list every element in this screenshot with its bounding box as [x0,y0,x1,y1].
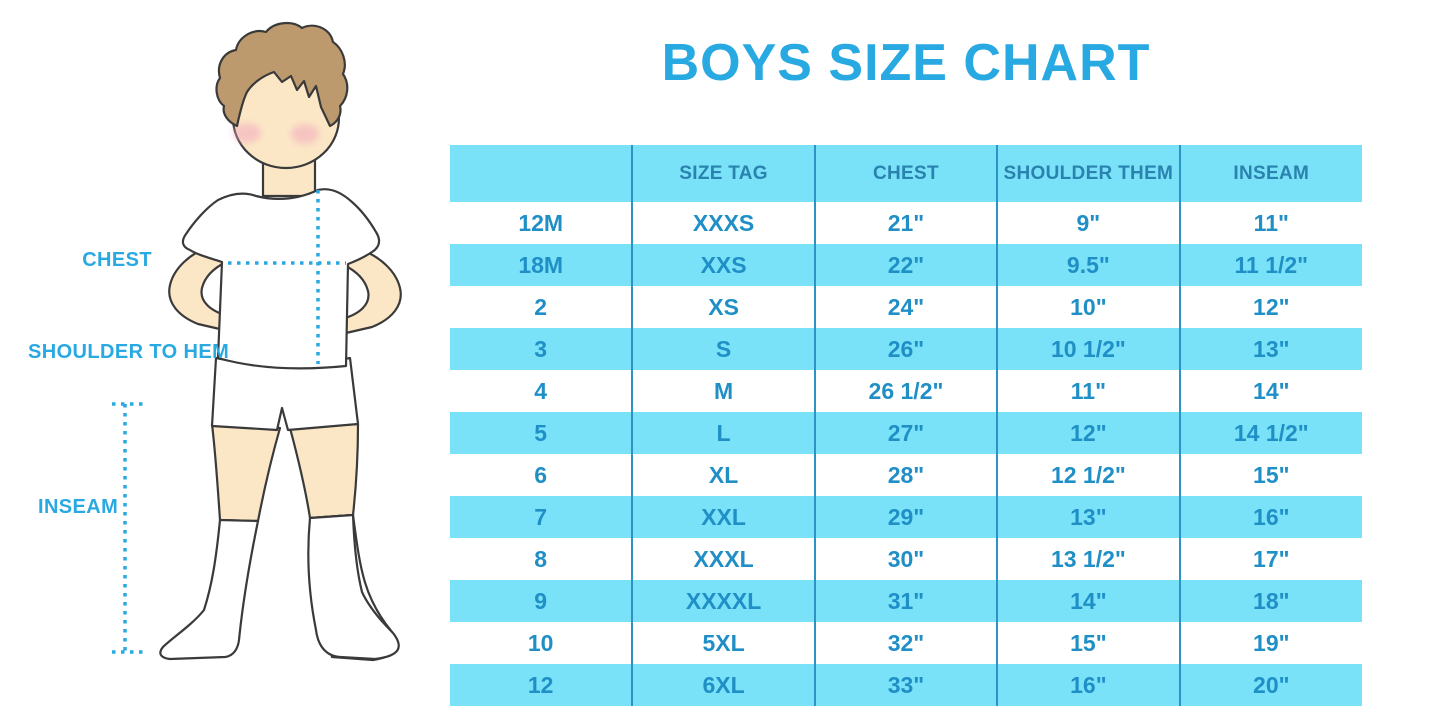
table-row: 2 XS 24" 10" 12" [450,286,1362,328]
table-cell: 11" [996,370,1180,412]
table-cell: XS [631,286,815,328]
table-cell: 27" [813,412,998,454]
column-header-blank [450,145,633,202]
table-row: 6 XL 28" 12 1/2" 15" [450,454,1362,496]
table-cell: 4 [534,377,548,404]
table-cell: 13 1/2" [996,538,1180,580]
table-cell: 16" [1178,496,1362,538]
left-cheek [233,123,261,143]
table-cell: M [631,370,815,412]
table-cell: 2 [534,293,548,320]
table-cell: 14" [1178,370,1362,412]
right-leg [288,422,360,520]
right-cheek [291,124,319,144]
table-cell: L [631,412,815,454]
table-cell: 9 [450,580,633,622]
table-cell: 5 [450,412,633,454]
table-cell: 12" [1178,286,1362,328]
table-cell: 26 1/2" [813,370,998,412]
table-cell: 11" [1178,202,1362,244]
column-header-chest: CHEST [813,145,998,202]
table-row: 9 XXXXL 31" 14" 18" [450,580,1362,622]
column-header-size-tag: SIZE TAG [631,145,815,202]
chest-label: CHEST [82,249,152,271]
table-cell: 11 1/2" [1178,244,1362,286]
table-cell: 22" [813,244,998,286]
table-cell: 10 1/2" [996,328,1180,370]
table-cell: S [631,328,815,370]
table-cell: XL [631,454,815,496]
hair [215,22,349,128]
header-row: SIZE TAG CHEST SHOULDER THEM INSEAM [450,145,1362,202]
table-cell: 7 [450,496,633,538]
table-cell: 21" [813,202,998,244]
column-header-shoulder: SHOULDER THEM [996,145,1180,202]
table-cell: 5XL [631,622,815,664]
column-header-inseam: INSEAM [1178,145,1362,202]
table-cell: 18" [1178,580,1362,622]
page-title: BOYS SIZE CHART [661,34,1151,92]
table-cell: 33" [813,664,998,706]
table-cell: 8 [534,545,548,572]
table-row: 8 XXXL 30" 13 1/2" 17" [450,538,1362,580]
left-leg [210,422,282,523]
size-table: SIZE TAG CHEST SHOULDER THEM INSEAM 12M … [450,145,1362,706]
table-cell: 14" [996,580,1180,622]
table-cell: 20" [1178,664,1362,706]
table-cell: 12M [518,209,564,236]
table-cell: 18M [450,244,633,286]
table-cell: XXL [631,496,815,538]
left-sock [159,518,260,661]
table-cell: 9.5" [996,244,1180,286]
table-cell: 9" [996,202,1180,244]
table-cell: 19" [1178,622,1362,664]
table-row: 10 5XL 32" 15" 19" [450,622,1362,664]
table-cell: 6XL [631,664,815,706]
table-row: 7 XXL 29" 13" 16" [450,496,1362,538]
table-cell: 12" [996,412,1180,454]
table-cell: XXXXL [631,580,815,622]
table-cell: 14 1/2" [1178,412,1362,454]
shirt [181,188,381,370]
table-cell: 13" [996,496,1180,538]
table-cell: 26" [813,328,998,370]
table-row: 3 S 26" 10 1/2" 13" [450,328,1362,370]
table-cell: XXS [631,244,815,286]
shoulder-to-hem-label: SHOULDER TO HEM [28,341,230,363]
table-cell: 29" [813,496,998,538]
table-cell: 10 [527,629,554,656]
table-cell: 6 [534,461,548,488]
table-cell: 3 [450,328,633,370]
table-row: 4 M 26 1/2" 11" 14" [450,370,1362,412]
table-cell: 32" [813,622,998,664]
table-cell: XXXL [631,538,815,580]
table-cell: 10" [996,286,1180,328]
table-cell: 31" [813,580,998,622]
table-row: 12 6XL 33" 16" 20" [450,664,1362,706]
table-cell: 17" [1178,538,1362,580]
table-cell: 28" [813,454,998,496]
table-cell: XXXS [631,202,815,244]
table-row: 12M XXXS 21" 9" 11" [450,202,1362,244]
table-cell: 24" [813,286,998,328]
boy-illustration [112,22,402,662]
inseam-label: INSEAM [38,496,119,518]
table-row: 18M XXS 22" 9.5" 11 1/2" [450,244,1362,286]
table-cell: 15" [1178,454,1362,496]
table-cell: 15" [996,622,1180,664]
table-cell: 12 1/2" [996,454,1180,496]
table-cell: 13" [1178,328,1362,370]
table-cell: 30" [813,538,998,580]
right-sock-foot [307,513,400,661]
table-cell: 12 [450,664,633,706]
table-cell: 16" [996,664,1180,706]
table-row: 5 L 27" 12" 14 1/2" [450,412,1362,454]
